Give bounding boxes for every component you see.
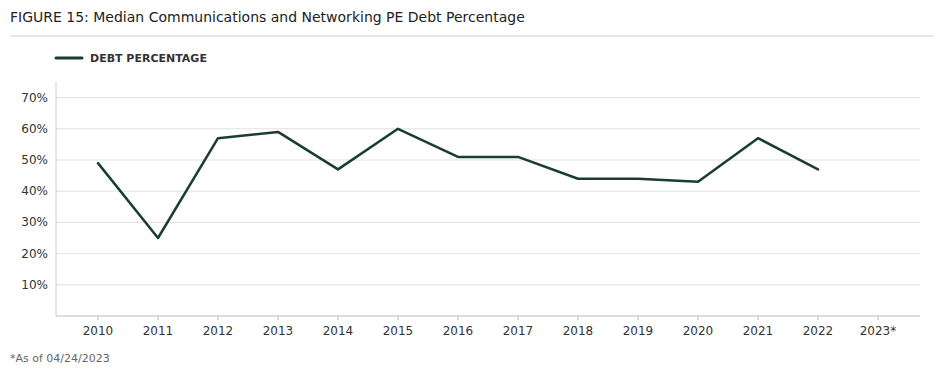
x-tick-label: 2014 bbox=[323, 324, 354, 338]
x-tick-label: 2021 bbox=[743, 324, 774, 338]
line bbox=[98, 129, 818, 238]
x-tick bbox=[638, 316, 639, 320]
grid-line bbox=[56, 97, 920, 98]
x-tick bbox=[398, 316, 399, 320]
x-tick-label: 2020 bbox=[683, 324, 714, 338]
chart: FIGURE 15: Median Communications and Net… bbox=[0, 0, 944, 370]
y-tick-label: 60% bbox=[21, 122, 48, 136]
x-axis bbox=[56, 316, 920, 317]
legend: DEBT PERCENTAGE bbox=[56, 52, 207, 65]
legend-swatch bbox=[56, 57, 82, 60]
x-tick bbox=[158, 316, 159, 320]
x-tick-label: 2023* bbox=[860, 324, 897, 338]
x-tick-label: 2015 bbox=[383, 324, 414, 338]
grid-line bbox=[56, 160, 920, 161]
grid-line bbox=[56, 284, 920, 285]
x-tick-label: 2016 bbox=[443, 324, 474, 338]
x-tick bbox=[698, 316, 699, 320]
y-tick-label: 70% bbox=[21, 91, 48, 105]
x-tick-label: 2011 bbox=[143, 324, 174, 338]
x-tick-label: 2019 bbox=[623, 324, 654, 338]
x-tick bbox=[278, 316, 279, 320]
plot-area bbox=[98, 129, 818, 238]
y-tick-label: 40% bbox=[21, 184, 48, 198]
x-tick-label: 2017 bbox=[503, 324, 534, 338]
y-tick-label: 30% bbox=[21, 215, 48, 229]
x-tick-label: 2018 bbox=[563, 324, 594, 338]
y-axis bbox=[56, 82, 57, 316]
x-tick bbox=[578, 316, 579, 320]
x-tick-label: 2022 bbox=[803, 324, 834, 338]
x-tick-label: 2013 bbox=[263, 324, 294, 338]
y-tick-label: 10% bbox=[21, 278, 48, 292]
x-tick bbox=[878, 316, 879, 320]
title-rule bbox=[10, 36, 934, 37]
x-tick-label: 2012 bbox=[203, 324, 234, 338]
grid-line bbox=[56, 253, 920, 254]
y-tick-label: 20% bbox=[21, 247, 48, 261]
x-tick bbox=[338, 316, 339, 320]
legend-label: DEBT PERCENTAGE bbox=[90, 52, 207, 65]
grid-line bbox=[56, 128, 920, 129]
x-tick bbox=[458, 316, 459, 320]
grid-line bbox=[56, 222, 920, 223]
x-tick-label: 2010 bbox=[83, 324, 114, 338]
footnote: *As of 04/24/2023 bbox=[10, 352, 110, 365]
x-tick bbox=[218, 316, 219, 320]
x-tick bbox=[818, 316, 819, 320]
y-tick-label: 50% bbox=[21, 153, 48, 167]
title: FIGURE 15: Median Communications and Net… bbox=[10, 9, 525, 25]
x-tick bbox=[758, 316, 759, 320]
x-tick bbox=[98, 316, 99, 320]
x-tick bbox=[518, 316, 519, 320]
